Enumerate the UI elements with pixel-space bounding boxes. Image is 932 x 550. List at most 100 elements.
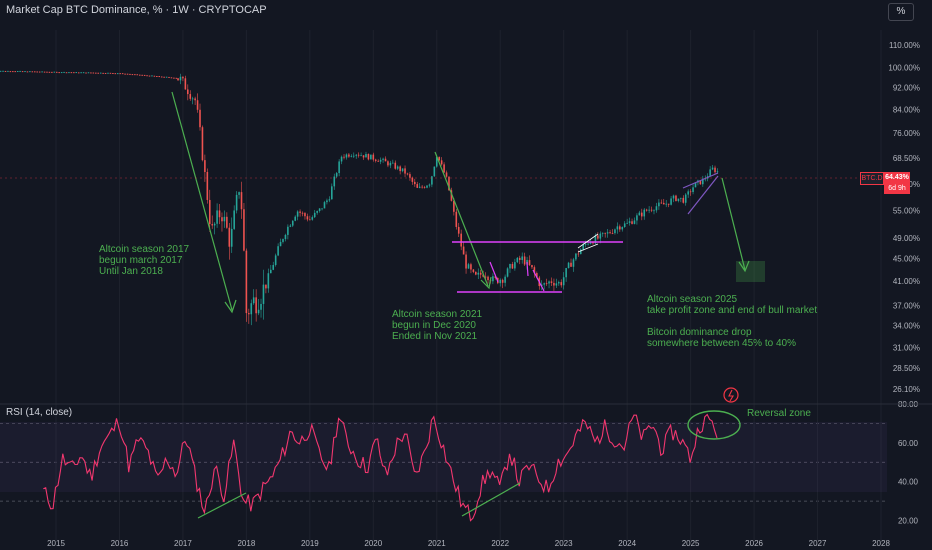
alert-icon[interactable]: [723, 387, 739, 403]
arrow-2025-line: [721, 177, 746, 271]
annotation-2017: Altcoin season 2017 begun march 2017 Unt…: [99, 244, 189, 277]
candle: [672, 194, 675, 203]
candle: [411, 176, 414, 185]
candle: [233, 205, 235, 231]
candle-body: [509, 264, 511, 269]
candle-body: [426, 185, 428, 188]
candle: [274, 253, 277, 267]
rsi-tick-label: 20.00: [898, 517, 919, 526]
candle: [228, 223, 231, 260]
flag-2023-bottom: [577, 243, 599, 253]
candle: [611, 229, 614, 235]
candle: [675, 194, 677, 202]
flag-2023-top: [577, 233, 599, 249]
percent-scale-button[interactable]: %: [888, 3, 914, 21]
candle-body: [194, 98, 196, 101]
candle: [387, 160, 389, 168]
candle: [291, 220, 294, 228]
candle: [187, 84, 189, 101]
candle-body: [223, 216, 226, 222]
candle-body: [658, 202, 660, 207]
candle-body: [250, 303, 253, 315]
price-tick-label: 49.00%: [893, 234, 920, 243]
arrow-2021-head: [480, 276, 492, 290]
candle-body: [204, 160, 206, 172]
candle: [570, 258, 572, 267]
candle-body: [623, 223, 626, 228]
annotation-2017-line1: Altcoin season 2017: [99, 244, 190, 255]
candle-body: [494, 276, 497, 278]
candle: [389, 160, 392, 169]
candle-body: [643, 209, 646, 217]
candle: [638, 210, 641, 216]
candle: [699, 180, 702, 185]
price-badge-symbol: BTC.D: [860, 172, 884, 185]
candle-body: [672, 195, 675, 199]
candle: [262, 269, 265, 320]
candle: [518, 255, 521, 265]
annotation-2021-line1: Altcoin season 2021: [392, 309, 483, 320]
annotation-2021-line2: begun in Dec 2020: [392, 320, 476, 331]
price-tick-label: 92.00%: [893, 84, 920, 93]
candle-body: [492, 276, 494, 282]
candle-body: [694, 182, 697, 188]
candle-body: [296, 211, 299, 217]
candle-body: [230, 228, 233, 247]
candle-body: [558, 282, 560, 284]
annotation-2025-line1: Altcoin season 2025: [647, 294, 738, 305]
candle-body: [528, 260, 531, 266]
candle-body: [411, 177, 414, 182]
annotation-2025: Altcoin season 2025 take profit zone and…: [647, 294, 817, 349]
candle: [616, 222, 619, 234]
candle-body: [423, 187, 426, 188]
candle-body: [338, 161, 340, 174]
candle: [470, 262, 472, 274]
candle-body: [255, 297, 257, 314]
candle-body: [482, 274, 484, 277]
candle: [597, 232, 599, 240]
candle: [655, 202, 658, 213]
candle: [575, 253, 577, 261]
candle-body: [689, 191, 692, 193]
candle: [643, 208, 646, 220]
candle: [501, 278, 504, 289]
candle-body: [655, 206, 658, 211]
candle-body: [536, 273, 538, 278]
candle: [218, 204, 221, 225]
candle: [309, 215, 311, 221]
candle: [328, 196, 331, 203]
candle-body: [345, 154, 348, 158]
candle: [587, 242, 589, 246]
candle: [499, 278, 502, 287]
time-tick-label: 2026: [745, 539, 763, 548]
candle: [406, 172, 409, 176]
candle-body: [326, 200, 328, 203]
candle-body: [272, 265, 275, 270]
candle: [506, 267, 509, 278]
candle-body: [619, 226, 621, 230]
candle: [633, 217, 636, 225]
candle: [184, 75, 187, 90]
candle-body: [304, 213, 306, 217]
candle-body: [211, 224, 214, 226]
rsi-line: [43, 413, 718, 522]
candle: [645, 208, 648, 212]
candle-body: [479, 272, 482, 275]
candle-body: [311, 217, 314, 220]
annotation-2017-line2: begun march 2017: [99, 255, 183, 266]
candle-body: [518, 257, 521, 260]
candle-body: [409, 174, 411, 178]
candle: [194, 96, 196, 105]
candle: [372, 152, 375, 162]
candle-body: [511, 264, 514, 269]
rsi-series: [43, 413, 718, 522]
candle-body: [499, 279, 502, 284]
candle: [423, 185, 426, 189]
candle: [248, 308, 250, 324]
candle: [238, 191, 240, 199]
candle-body: [572, 259, 575, 267]
candle-body: [384, 158, 387, 162]
candle-body: [379, 159, 382, 162]
candle-body: [445, 172, 448, 177]
